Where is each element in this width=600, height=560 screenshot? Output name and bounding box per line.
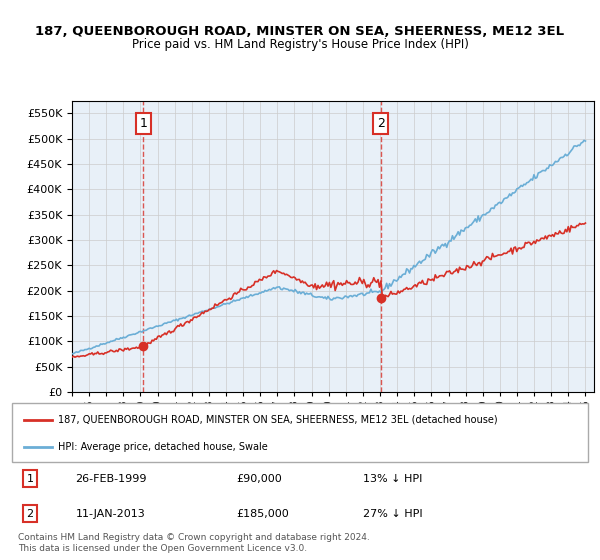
- FancyBboxPatch shape: [12, 403, 588, 462]
- Text: £185,000: £185,000: [236, 509, 289, 519]
- Text: Price paid vs. HM Land Registry's House Price Index (HPI): Price paid vs. HM Land Registry's House …: [131, 38, 469, 50]
- Text: 2: 2: [26, 509, 34, 519]
- Text: 1: 1: [26, 474, 34, 484]
- Text: 187, QUEENBOROUGH ROAD, MINSTER ON SEA, SHEERNESS, ME12 3EL (detached house): 187, QUEENBOROUGH ROAD, MINSTER ON SEA, …: [58, 414, 498, 424]
- Text: 187, QUEENBOROUGH ROAD, MINSTER ON SEA, SHEERNESS, ME12 3EL: 187, QUEENBOROUGH ROAD, MINSTER ON SEA, …: [35, 25, 565, 38]
- Text: £90,000: £90,000: [236, 474, 283, 484]
- Text: Contains HM Land Registry data © Crown copyright and database right 2024.
This d: Contains HM Land Registry data © Crown c…: [18, 533, 370, 553]
- Text: 26-FEB-1999: 26-FEB-1999: [76, 474, 147, 484]
- Text: 11-JAN-2013: 11-JAN-2013: [76, 509, 145, 519]
- Text: HPI: Average price, detached house, Swale: HPI: Average price, detached house, Swal…: [58, 442, 268, 452]
- Text: 13% ↓ HPI: 13% ↓ HPI: [364, 474, 423, 484]
- Text: 1: 1: [139, 117, 147, 130]
- Text: 2: 2: [377, 117, 385, 130]
- Text: 27% ↓ HPI: 27% ↓ HPI: [364, 509, 423, 519]
